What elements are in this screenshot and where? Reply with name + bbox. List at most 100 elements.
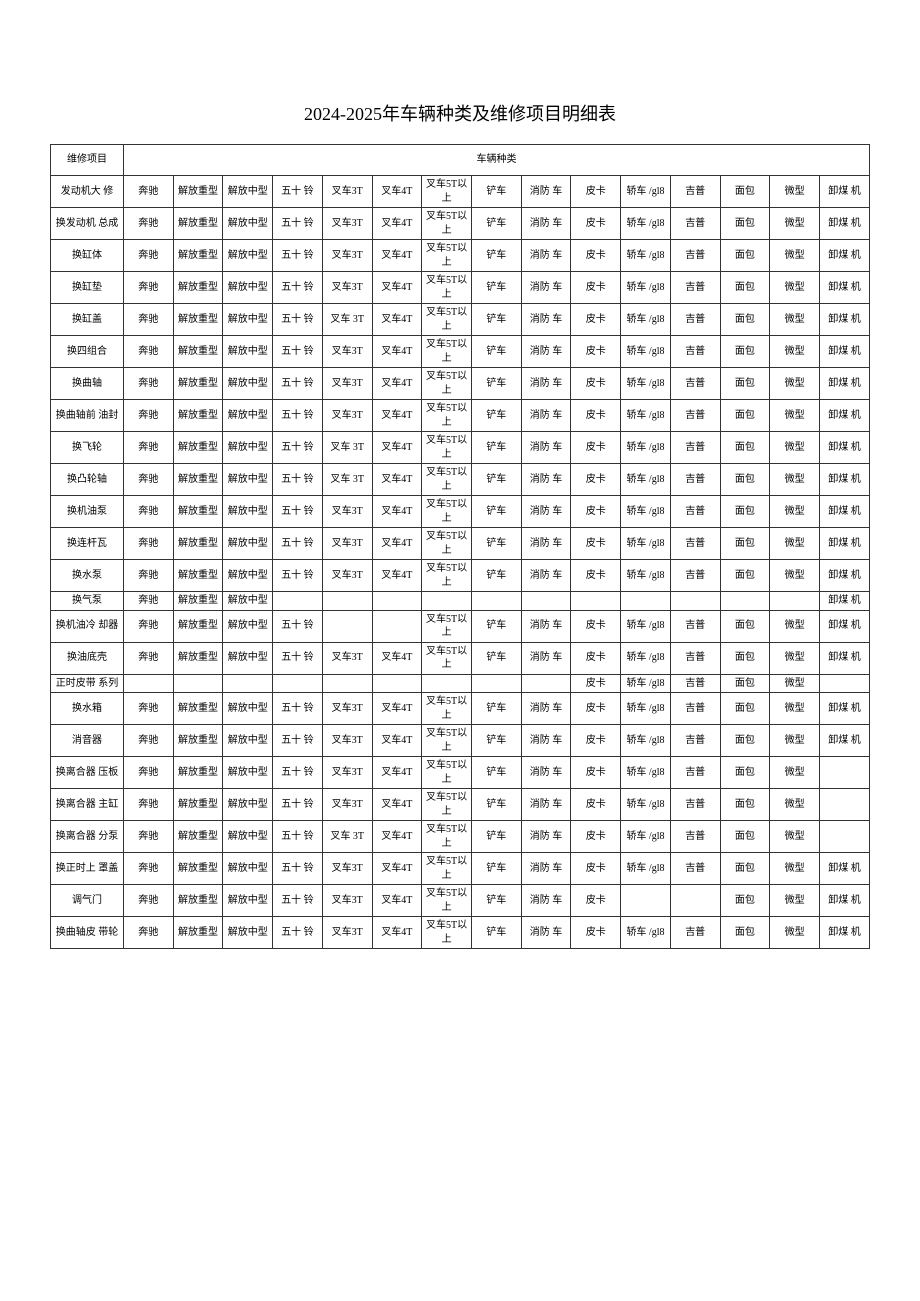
cell: 轿车 /gl8 (621, 642, 671, 674)
cell: 解放重型 (173, 304, 223, 336)
cell: 铲车 (471, 560, 521, 592)
cell: 铲车 (471, 528, 521, 560)
cell: 解放中型 (223, 272, 273, 304)
cell (372, 674, 422, 693)
cell: 奔驰 (123, 432, 173, 464)
cell: 叉车5T以上 (422, 693, 472, 725)
table-row: 调气门奔驰解放重型解放中型五十 铃叉车3T叉车4T叉车5T以上铲车消防 车皮卡面… (51, 885, 870, 917)
item-name: 换曲轴前 油封 (51, 400, 124, 432)
cell: 皮卡 (571, 464, 621, 496)
cell: 叉车4T (372, 725, 422, 757)
cell: 叉车4T (372, 821, 422, 853)
cell: 奔驰 (123, 917, 173, 949)
cell: 微型 (770, 917, 820, 949)
cell: 皮卡 (571, 757, 621, 789)
cell: 吉普 (670, 336, 720, 368)
cell: 叉车3T (322, 336, 372, 368)
cell: 消防 车 (521, 496, 571, 528)
cell: 解放重型 (173, 853, 223, 885)
cell: 面包 (720, 725, 770, 757)
cell (720, 592, 770, 611)
cell: 叉车4T (372, 560, 422, 592)
cell: 消防 车 (521, 560, 571, 592)
cell: 解放重型 (173, 917, 223, 949)
cell: 叉车4T (372, 496, 422, 528)
cell: 五十 铃 (273, 853, 323, 885)
cell: 叉车5T以上 (422, 642, 472, 674)
item-name: 消音器 (51, 725, 124, 757)
cell: 解放中型 (223, 368, 273, 400)
cell: 吉普 (670, 464, 720, 496)
item-name: 调气门 (51, 885, 124, 917)
cell: 五十 铃 (273, 336, 323, 368)
cell: 叉车5T以上 (422, 176, 472, 208)
cell: 面包 (720, 789, 770, 821)
item-name: 发动机大 修 (51, 176, 124, 208)
cell: 铲车 (471, 757, 521, 789)
cell: 解放中型 (223, 336, 273, 368)
item-name: 换曲轴皮 带轮 (51, 917, 124, 949)
cell: 卸煤 机 (819, 272, 869, 304)
cell: 卸煤 机 (819, 853, 869, 885)
table-row: 换油底壳奔驰解放重型解放中型五十 铃叉车3T叉车4T叉车5T以上铲车消防 车皮卡… (51, 642, 870, 674)
cell: 微型 (770, 368, 820, 400)
cell: 解放中型 (223, 528, 273, 560)
cell: 解放重型 (173, 610, 223, 642)
cell: 奔驰 (123, 725, 173, 757)
cell: 消防 车 (521, 368, 571, 400)
cell: 微型 (770, 400, 820, 432)
cell: 叉车3T (322, 368, 372, 400)
cell: 解放中型 (223, 789, 273, 821)
cell: 解放中型 (223, 496, 273, 528)
cell: 叉车5T以上 (422, 917, 472, 949)
cell: 解放重型 (173, 336, 223, 368)
cell: 消防 车 (521, 400, 571, 432)
cell: 铲车 (471, 693, 521, 725)
cell: 五十 铃 (273, 885, 323, 917)
cell: 解放重型 (173, 821, 223, 853)
cell (770, 592, 820, 611)
table-row: 换发动机 总成奔驰解放重型解放中型五十 铃叉车3T叉车4T叉车5T以上铲车消防 … (51, 208, 870, 240)
cell: 面包 (720, 560, 770, 592)
item-name: 换离合器 主缸 (51, 789, 124, 821)
cell: 解放中型 (223, 642, 273, 674)
cell: 铲车 (471, 642, 521, 674)
cell: 轿车 /gl8 (621, 400, 671, 432)
cell: 皮卡 (571, 917, 621, 949)
cell: 五十 铃 (273, 725, 323, 757)
cell: 面包 (720, 674, 770, 693)
header-category: 车辆种类 (123, 145, 869, 176)
cell: 解放重型 (173, 368, 223, 400)
item-name: 换机油冷 却器 (51, 610, 124, 642)
cell: 吉普 (670, 208, 720, 240)
table-row: 消音器奔驰解放重型解放中型五十 铃叉车3T叉车4T叉车5T以上铲车消防 车皮卡轿… (51, 725, 870, 757)
cell: 轿车 /gl8 (621, 693, 671, 725)
item-name: 换油底壳 (51, 642, 124, 674)
cell: 面包 (720, 272, 770, 304)
cell: 卸煤 机 (819, 400, 869, 432)
cell: 面包 (720, 432, 770, 464)
cell: 面包 (720, 496, 770, 528)
cell: 五十 铃 (273, 176, 323, 208)
cell (372, 610, 422, 642)
cell: 奔驰 (123, 464, 173, 496)
cell: 五十 铃 (273, 368, 323, 400)
cell: 奔驰 (123, 693, 173, 725)
cell: 消防 车 (521, 789, 571, 821)
cell: 五十 铃 (273, 432, 323, 464)
cell: 五十 铃 (273, 789, 323, 821)
cell: 吉普 (670, 693, 720, 725)
cell (819, 674, 869, 693)
cell: 卸煤 机 (819, 528, 869, 560)
cell: 奔驰 (123, 272, 173, 304)
cell: 皮卡 (571, 496, 621, 528)
cell: 叉车4T (372, 885, 422, 917)
cell: 皮卡 (571, 789, 621, 821)
cell: 吉普 (670, 821, 720, 853)
cell: 轿车 /gl8 (621, 208, 671, 240)
cell: 叉车5T以上 (422, 725, 472, 757)
cell: 五十 铃 (273, 208, 323, 240)
cell: 吉普 (670, 400, 720, 432)
item-name: 换缸盖 (51, 304, 124, 336)
cell: 面包 (720, 400, 770, 432)
